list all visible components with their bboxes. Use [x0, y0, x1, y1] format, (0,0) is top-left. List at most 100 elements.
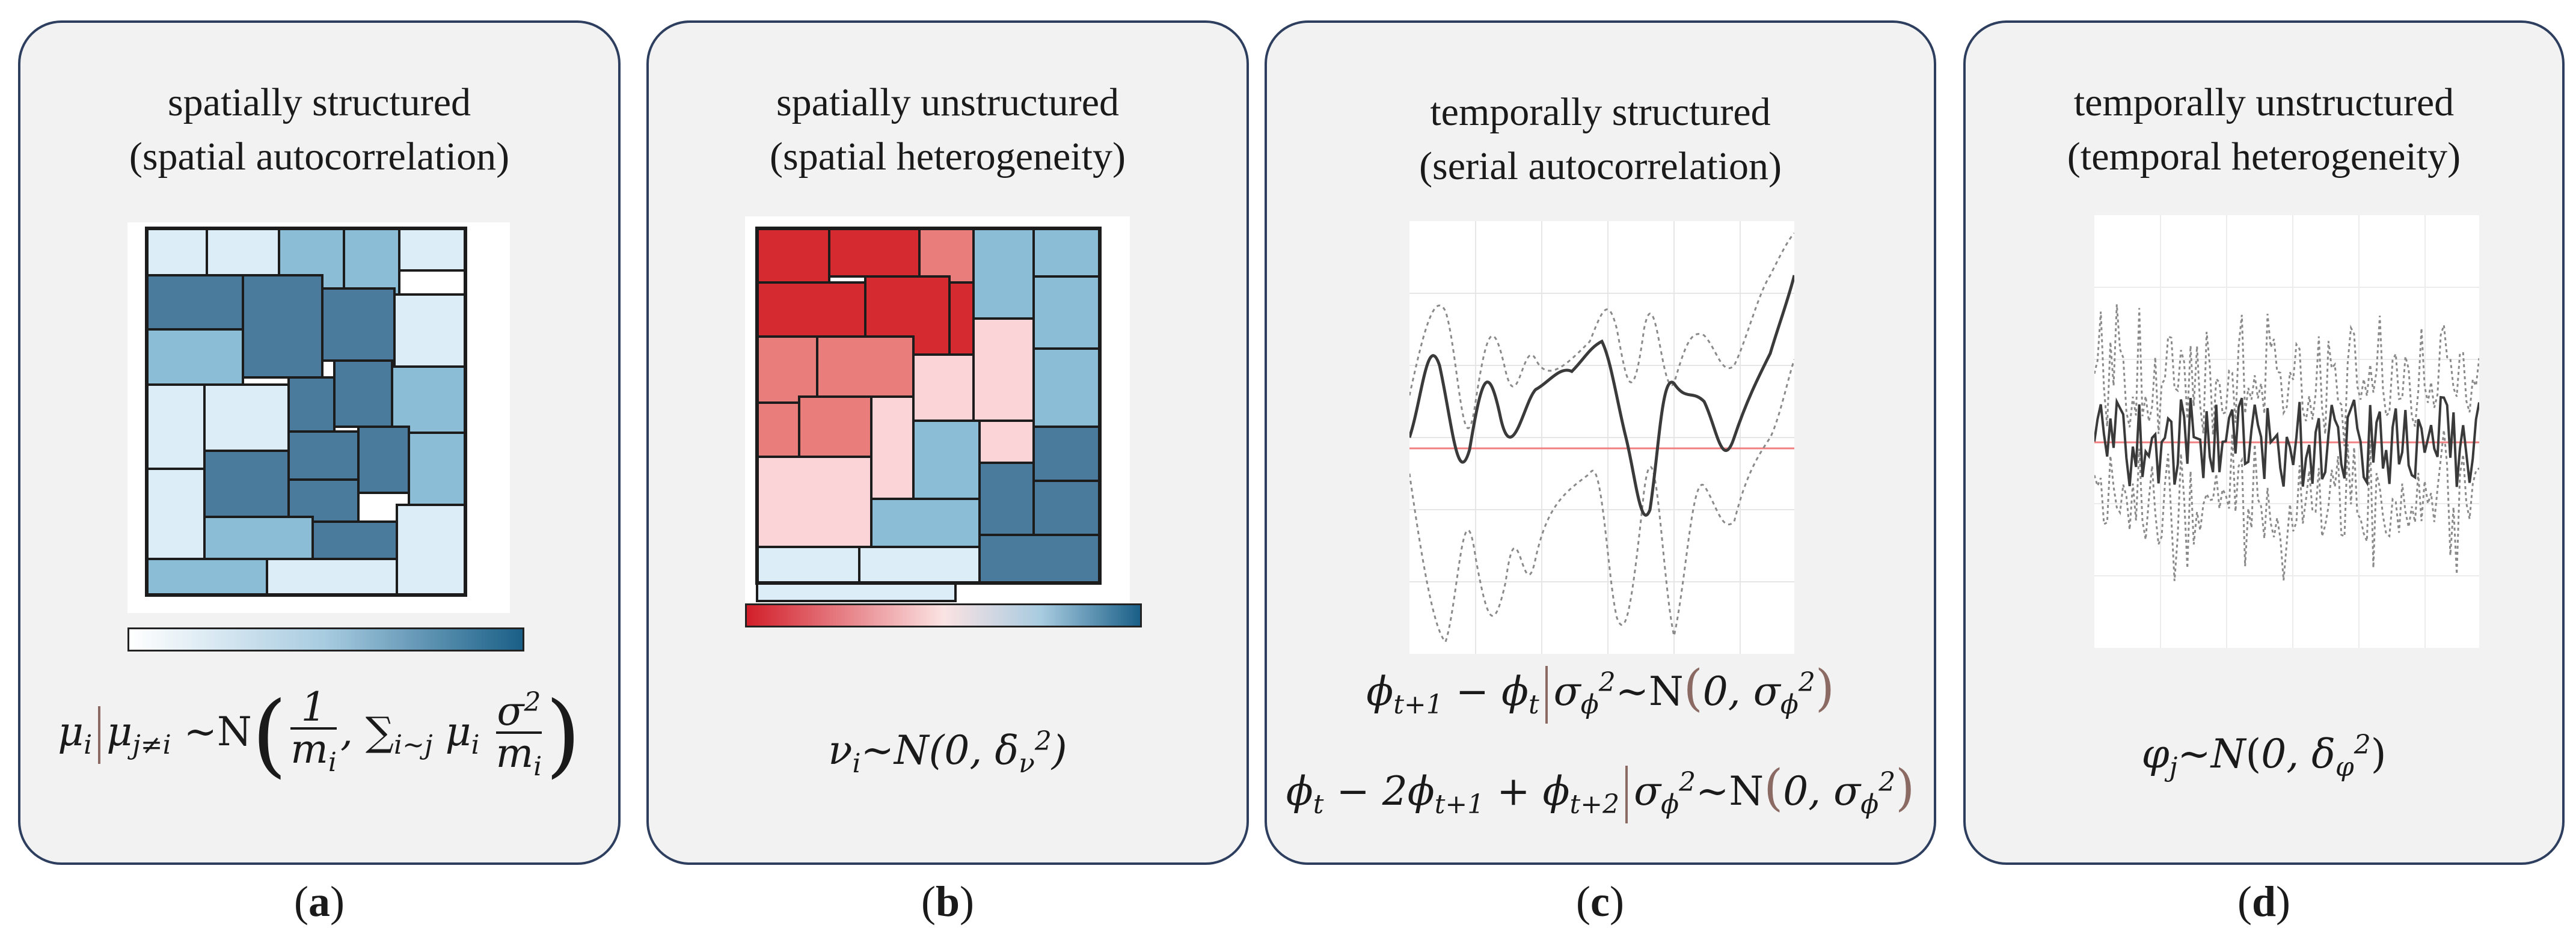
caption-a: (a) [294, 877, 345, 926]
formula-sup: 2 [2354, 730, 2371, 760]
panel-title: temporally structured (serial autocorrel… [1267, 85, 1934, 194]
formula-term: + ϕ [1484, 768, 1570, 814]
title-line-1: temporally structured [1430, 90, 1771, 134]
region [1032, 426, 1101, 482]
formula-sub: i [84, 730, 93, 761]
formula-dist: ~N [183, 709, 252, 755]
formula-args: 0, σ [1783, 768, 1861, 814]
region [206, 227, 280, 276]
formula-sub: t+1 [1434, 789, 1485, 820]
region [321, 287, 396, 362]
formula-symbol: ϕ [1286, 768, 1313, 814]
title-line-1: spatially structured [167, 81, 471, 124]
fraction-denominator: m [290, 725, 328, 772]
region [203, 383, 290, 452]
region [972, 227, 1035, 320]
region [912, 353, 975, 422]
region [978, 534, 1101, 584]
formula-sub: φ [2335, 752, 2354, 783]
lower-credible-band [1409, 359, 1794, 644]
region [242, 274, 324, 379]
formula-symbol: μ [58, 709, 84, 755]
title-line-2: (serial autocorrelation) [1419, 144, 1782, 188]
formula-iid-prior-temporal: φj~N(0, δφ2) [2141, 730, 2387, 783]
formula-symbol: ν [828, 727, 853, 774]
region [828, 227, 921, 278]
title-line-2: (temporal heterogeneity) [2067, 135, 2461, 179]
region [948, 281, 975, 356]
posterior-mean-line [2094, 395, 2479, 487]
formula-sup: 2 [1679, 767, 1696, 798]
formula-sub: ϕ [1780, 689, 1799, 721]
formula-args: 0, δ [2261, 731, 2335, 777]
title-line-2: (spatial heterogeneity) [770, 135, 1126, 179]
region [756, 401, 800, 458]
upper-credible-band [2094, 304, 2479, 447]
region [858, 546, 981, 584]
region [756, 456, 872, 548]
sum-symbol: ∑ [365, 709, 394, 755]
region [816, 335, 915, 398]
region [146, 227, 208, 276]
region [146, 468, 206, 560]
formula-term: − ϕ [1443, 668, 1529, 715]
panel-temporally-structured: temporally structured (serial autocorrel… [1265, 20, 1936, 865]
formula-car-prior: μi μj≠i ~N(1 mi, ∑i~j μi σ2 mi) [58, 683, 581, 787]
region [870, 395, 915, 500]
formula-sub: ϕ [1580, 689, 1599, 721]
region [287, 376, 336, 433]
formula-sub: ϕ [1661, 789, 1679, 820]
formula-dist: ~N [1615, 668, 1684, 715]
formula-rhs: ~N(0, δ [860, 727, 1019, 774]
formula-sup: 2 [1034, 726, 1052, 757]
iid-time-series [2094, 215, 2479, 648]
region [311, 520, 398, 560]
region [756, 281, 866, 338]
formula-term: − 2ϕ [1323, 768, 1435, 814]
formula-sub: t [1528, 689, 1539, 721]
region [203, 516, 314, 560]
formula-args: 0, σ [1702, 668, 1780, 715]
formula-symbol: φ [2141, 731, 2170, 777]
caption-c: (c) [1576, 877, 1624, 926]
region [408, 432, 467, 506]
fraction-numerator: 1 [301, 683, 327, 730]
region [1032, 227, 1101, 278]
region [146, 558, 268, 596]
formula-sub: j [2169, 752, 2178, 783]
colorbar-diverging-red-blue [745, 603, 1142, 627]
region [203, 450, 290, 518]
caption-d: (d) [2237, 877, 2290, 926]
region [1032, 347, 1101, 428]
region [398, 227, 467, 272]
region [870, 498, 981, 548]
region [393, 293, 467, 368]
panel-title: spatially structured (spatial autocorrel… [20, 76, 618, 184]
panel-spatially-unstructured: spatially unstructured (spatial heteroge… [646, 20, 1249, 865]
title-line-1: spatially unstructured [776, 81, 1120, 124]
formula-sub: t [1313, 789, 1324, 820]
region [972, 317, 1035, 422]
region [357, 426, 410, 494]
region [912, 420, 981, 506]
region [1032, 275, 1101, 350]
formula-sup: 2 [1878, 767, 1896, 798]
region [978, 462, 1035, 536]
rw-time-series [1409, 221, 1794, 654]
formula-sub: ν [1019, 748, 1035, 780]
formula-sup: 2 [524, 687, 541, 718]
region [266, 558, 398, 596]
region [756, 546, 860, 584]
formula-sub: i [328, 747, 337, 778]
formula-symbol: σ [1634, 768, 1661, 814]
panel-title: spatially unstructured (spatial heteroge… [649, 76, 1247, 184]
upper-credible-band [1409, 232, 1794, 429]
region [391, 365, 467, 434]
spatial-map-unstructured [745, 216, 1130, 607]
region [287, 430, 360, 481]
formula-sup: 2 [1798, 667, 1815, 698]
panel-spatially-structured: spatially structured (spatial autocorrel… [18, 20, 621, 865]
formula-symbol: μ [445, 709, 471, 755]
formula-sup: 2 [1598, 667, 1616, 698]
region [343, 227, 400, 296]
